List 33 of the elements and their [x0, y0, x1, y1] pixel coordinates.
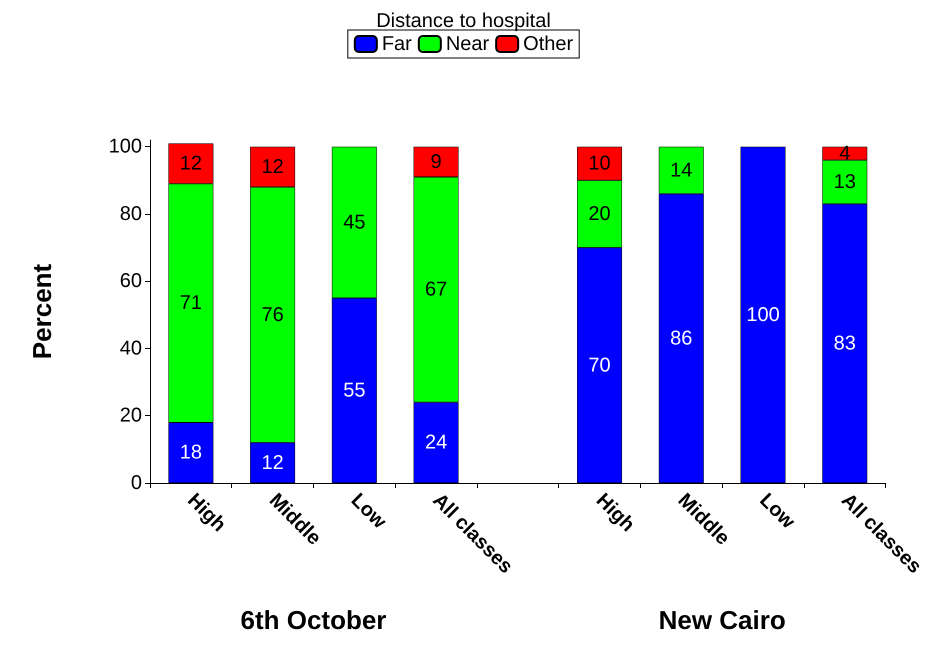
text: New Cairo [658, 605, 786, 635]
data-label: 76 [261, 304, 284, 326]
data-label: 10 [588, 152, 611, 175]
y-tick-label: 80 [120, 202, 142, 225]
data-label: 100 [746, 304, 780, 326]
data-label: 12 [261, 156, 284, 178]
data-label: 83 [834, 332, 856, 354]
text: 6th October [240, 605, 386, 635]
legend-label: Far [382, 33, 412, 55]
data-label: 4 [839, 142, 850, 164]
data-label: 55 [343, 380, 366, 402]
data-label: 71 [180, 292, 202, 314]
y-axis-title: Percent [27, 263, 57, 360]
y-tick-label: 40 [120, 337, 142, 360]
data-label: 13 [834, 171, 856, 194]
legend-label: Near [446, 33, 490, 55]
data-label: 67 [424, 278, 448, 301]
data-label: 18 [180, 442, 202, 464]
data-label: 14 [670, 159, 692, 182]
y-tick-label: 100 [108, 136, 142, 158]
legend-label: Other [523, 33, 574, 55]
data-label: 70 [588, 354, 611, 376]
data-label: 9 [430, 150, 442, 173]
data-label: 20 [588, 202, 611, 225]
y-tick-label: 60 [120, 270, 142, 292]
data-label: 86 [670, 327, 692, 350]
data-label: 12 [261, 452, 284, 474]
data-label: 24 [424, 432, 448, 454]
data-label: 45 [343, 211, 366, 234]
data-label: 12 [180, 152, 202, 175]
y-tick-label: 20 [120, 404, 142, 427]
y-tick-label: 0 [130, 472, 142, 494]
legend-title: Distance to hospital [376, 10, 551, 32]
